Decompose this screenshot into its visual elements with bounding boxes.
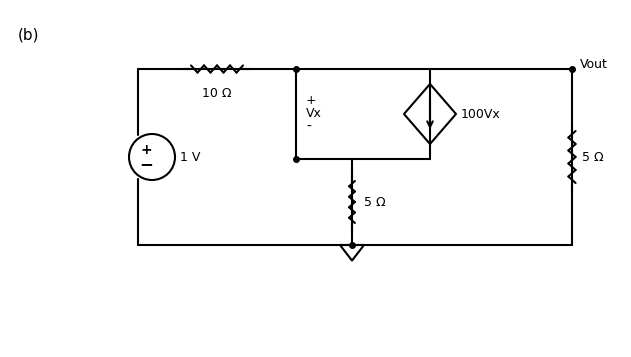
Text: 5 Ω: 5 Ω bbox=[364, 196, 386, 208]
Text: −: − bbox=[139, 155, 153, 173]
Text: 1 V: 1 V bbox=[180, 151, 201, 164]
Text: Vx: Vx bbox=[306, 106, 322, 120]
Text: 100Vx: 100Vx bbox=[461, 107, 501, 121]
Text: +: + bbox=[306, 94, 317, 106]
Text: 10 Ω: 10 Ω bbox=[203, 87, 232, 100]
Text: (b): (b) bbox=[18, 27, 40, 42]
Text: 5 Ω: 5 Ω bbox=[582, 151, 604, 164]
Text: Vout: Vout bbox=[580, 57, 608, 70]
Text: +: + bbox=[140, 143, 152, 157]
Text: -: - bbox=[306, 120, 311, 134]
